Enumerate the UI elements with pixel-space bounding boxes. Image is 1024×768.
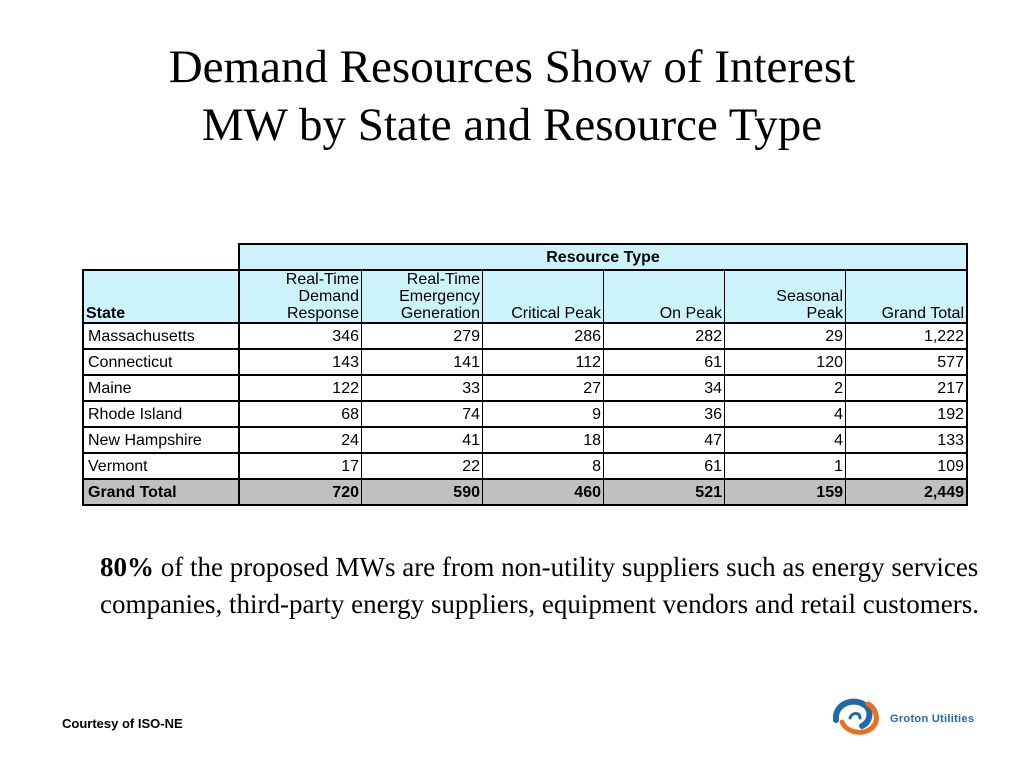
summary-note: 80% of the proposed MWs are from non-uti…: [100, 549, 980, 623]
title-line-2: MW by State and Resource Type: [201, 99, 823, 151]
state-cell: Vermont: [82, 453, 240, 480]
column-header-rteg: Real-Time Emergency Generation: [361, 270, 483, 324]
value-cell: 346: [238, 323, 362, 350]
total-value-cell: 590: [361, 479, 483, 506]
table-row: Vermont 17 22 8 61 1 109: [82, 453, 968, 480]
total-value-cell: 2,449: [845, 479, 968, 506]
value-cell: 192: [845, 401, 968, 428]
value-cell: 74: [361, 401, 483, 428]
state-cell: Massachusetts: [82, 323, 240, 350]
value-cell: 61: [603, 349, 725, 376]
logo-wordmark: Groton Utilities: [890, 713, 975, 725]
value-cell: 36: [603, 401, 725, 428]
state-cell: Rhode Island: [82, 401, 240, 428]
value-cell: 1: [724, 453, 846, 480]
slide-title: Demand Resources Show of Interest MW by …: [0, 38, 1024, 154]
table-row: Massachusetts 346 279 286 282 29 1,222: [82, 323, 968, 350]
value-cell: 34: [603, 375, 725, 402]
note-text: of the proposed MWs are from non-utility…: [100, 552, 980, 619]
table-row: Connecticut 143 141 112 61 120 577: [82, 349, 968, 376]
state-cell: New Hampshire: [82, 427, 240, 454]
value-cell: 1,222: [845, 323, 968, 350]
value-cell: 24: [238, 427, 362, 454]
value-cell: 47: [603, 427, 725, 454]
courtesy-credit: Courtesy of ISO-NE: [62, 716, 183, 731]
value-cell: 133: [845, 427, 968, 454]
column-header-grand-total: Grand Total: [845, 270, 968, 324]
group-header-row: Resource Type: [83, 243, 968, 271]
value-cell: 27: [482, 375, 604, 402]
value-cell: 282: [603, 323, 725, 350]
grand-total-label: Grand Total: [82, 479, 240, 506]
total-value-cell: 159: [724, 479, 846, 506]
value-cell: 18: [482, 427, 604, 454]
value-cell: 68: [238, 401, 362, 428]
value-cell: 9: [482, 401, 604, 428]
value-cell: 577: [845, 349, 968, 376]
column-header-row: State Real-Time Demand Response Real-Time E…: [82, 269, 968, 324]
state-column-header: State: [82, 269, 240, 324]
value-cell: 120: [724, 349, 846, 376]
column-header-on-peak: On Peak: [603, 270, 725, 324]
value-cell: 41: [361, 427, 483, 454]
table-row: Maine 122 33 27 34 2 217: [82, 375, 968, 402]
column-header-rtdr: Real-Time Demand Response: [238, 270, 362, 324]
title-line-1: Demand Resources Show of Interest: [168, 41, 856, 93]
value-cell: 279: [361, 323, 483, 350]
table-row: Rhode Island 68 74 9 36 4 192: [82, 401, 968, 428]
value-cell: 33: [361, 375, 483, 402]
table-row: New Hampshire 24 41 18 47 4 133: [82, 427, 968, 454]
value-cell: 4: [724, 427, 846, 454]
resource-table: Resource Type State Real-Time Demand Respo…: [82, 243, 968, 506]
value-cell: 217: [845, 375, 968, 402]
value-cell: 61: [603, 453, 725, 480]
state-cell: Connecticut: [82, 349, 240, 376]
value-cell: 29: [724, 323, 846, 350]
value-cell: 17: [238, 453, 362, 480]
total-value-cell: 521: [603, 479, 725, 506]
value-cell: 286: [482, 323, 604, 350]
note-highlight: 80%: [100, 552, 154, 582]
value-cell: 109: [845, 453, 968, 480]
total-value-cell: 720: [238, 479, 362, 506]
value-cell: 22: [361, 453, 483, 480]
value-cell: 141: [361, 349, 483, 376]
state-cell: Maine: [82, 375, 240, 402]
value-cell: 8: [482, 453, 604, 480]
value-cell: 143: [238, 349, 362, 376]
value-cell: 4: [724, 401, 846, 428]
value-cell: 112: [482, 349, 604, 376]
value-cell: 122: [238, 375, 362, 402]
resource-type-header: Resource Type: [238, 243, 968, 271]
value-cell: 2: [724, 375, 846, 402]
grand-total-row: Grand Total 720 590 460 521 159 2,449: [82, 479, 968, 506]
column-header-critical-peak: Critical Peak: [482, 270, 604, 324]
groton-swirl-logo-icon: [832, 698, 879, 735]
column-header-seasonal-peak: Seasonal Peak: [724, 270, 846, 324]
total-value-cell: 460: [482, 479, 604, 506]
